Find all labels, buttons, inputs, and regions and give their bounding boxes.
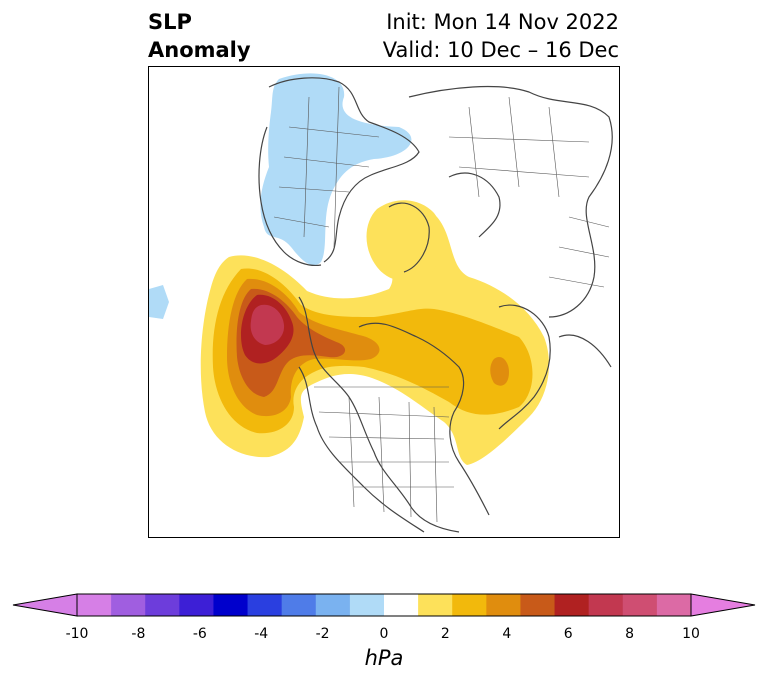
positive-anomaly-12 — [250, 304, 285, 345]
colorbar — [12, 593, 756, 617]
colorbar-tick-label: 6 — [563, 626, 573, 642]
colorbar-bin — [213, 594, 249, 616]
colorbar-bin — [315, 594, 351, 616]
colorbar-bin — [77, 594, 112, 616]
colorbar-tick-label: 8 — [625, 626, 635, 642]
colorbar-tick-label: 4 — [502, 626, 512, 642]
colorbar-tick-label: -4 — [254, 626, 269, 642]
coastlines — [258, 77, 613, 533]
map-title-line1: SLP — [148, 10, 192, 34]
colorbar-bin — [622, 594, 658, 616]
colorbar-bin — [520, 594, 556, 616]
borders — [273, 86, 610, 523]
colorbar-tick-label: -10 — [65, 626, 89, 642]
colorbar-over-arrow — [690, 593, 756, 617]
positive-anomaly-greenland — [366, 200, 443, 282]
colorbar-tick-label: 0 — [379, 626, 389, 642]
colorbar-label: hPa — [364, 646, 404, 670]
colorbar-tick-label: -8 — [131, 626, 146, 642]
colorbar-bin — [588, 594, 624, 616]
colorbar-bin — [145, 594, 180, 616]
colorbar-tick-label: 10 — [682, 626, 700, 642]
colorbar-bin — [554, 594, 590, 616]
map-subtitle: Init: Mon 14 Nov 2022 Valid: 10 Dec – 16… — [383, 8, 619, 64]
negative-anomaly-fringe — [149, 285, 169, 319]
colorbar-under-arrow — [12, 593, 78, 617]
positive-anomaly-core-europe — [490, 356, 509, 386]
colorbar-tick-label: -2 — [315, 626, 330, 642]
colorbar-bin — [656, 594, 692, 616]
colorbar-bin — [281, 594, 317, 616]
colorbar-bin — [179, 594, 214, 616]
colorbar-bin — [349, 594, 385, 616]
colorbar-tick-label: 2 — [440, 626, 450, 642]
map-title: SLP Anomaly — [148, 8, 251, 64]
colorbar-bin — [452, 594, 487, 616]
valid-date-range: Valid: 10 Dec – 16 Dec — [382, 38, 619, 62]
colorbar-bin — [418, 594, 453, 616]
map-title-line2: Anomaly — [148, 38, 251, 62]
colorbar-bin — [247, 594, 283, 616]
colorbar-bin — [486, 594, 521, 616]
colorbar-bin — [111, 594, 146, 616]
colorbar-bin — [384, 594, 419, 616]
map-canvas — [149, 73, 613, 533]
init-date: Init: Mon 14 Nov 2022 — [386, 10, 619, 34]
colorbar-tick-label: -6 — [192, 626, 207, 642]
map-panel — [148, 66, 620, 538]
negative-anomaly-region — [260, 73, 412, 266]
colorbar-bins — [77, 594, 692, 616]
